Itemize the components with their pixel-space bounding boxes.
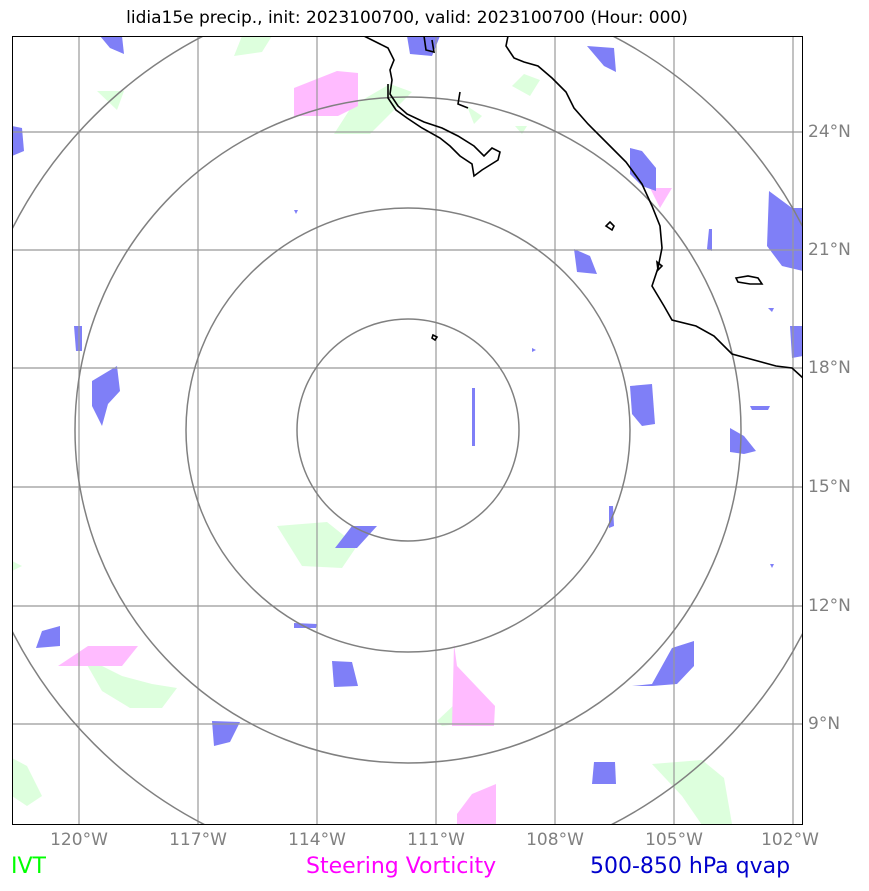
range-rings (12, 36, 803, 825)
lat-label-9n: 9°N (808, 714, 841, 734)
steering-vorticity-patches (58, 71, 672, 825)
legend-ivt: IVT (11, 854, 46, 879)
lat-label-15n: 15°N (808, 477, 851, 497)
lon-label-102w: 102°W (761, 830, 819, 850)
map-title: lidia15e precip., init: 2023100700, vali… (126, 8, 688, 28)
map-canvas (12, 36, 803, 825)
lat-label-24n: 24°N (808, 122, 851, 142)
lon-label-114w: 114°W (288, 830, 346, 850)
lon-label-111w: 111°W (407, 830, 465, 850)
lat-label-18n: 18°N (808, 358, 851, 378)
graticule (12, 36, 803, 825)
lon-label-117w: 117°W (169, 830, 227, 850)
lon-label-120w: 120°W (50, 830, 108, 850)
coastline (363, 36, 803, 379)
qvap-patches (12, 36, 803, 784)
ivt-patches (12, 36, 732, 825)
lat-label-21n: 21°N (808, 240, 851, 260)
legend-steering-vorticity: Steering Vorticity (306, 854, 497, 879)
legend-qvap: 500-850 hPa qvap (590, 854, 791, 879)
lon-label-105w: 105°W (645, 830, 703, 850)
lon-label-108w: 108°W (526, 830, 584, 850)
lat-label-12n: 12°N (808, 596, 851, 616)
